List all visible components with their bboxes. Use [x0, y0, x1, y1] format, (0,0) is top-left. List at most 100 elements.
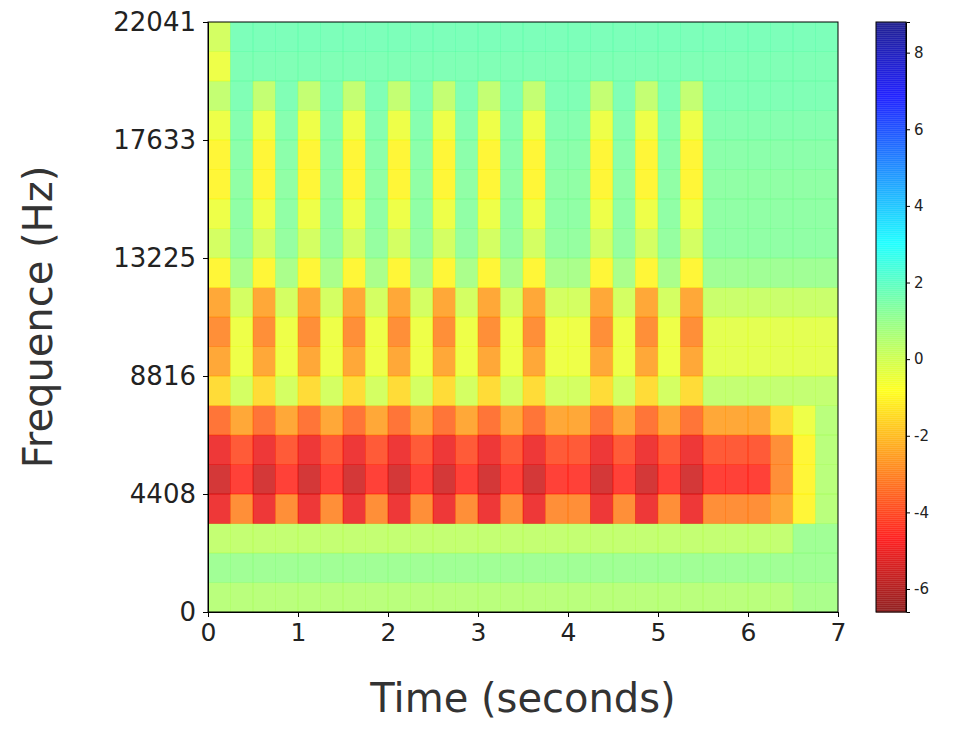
heatmap-cell: [388, 51, 411, 80]
heatmap-cell: [658, 524, 681, 553]
heatmap-cell: [591, 465, 614, 494]
heatmap-cell: [568, 583, 591, 612]
heatmap-cell: [546, 22, 569, 51]
heatmap-cell: [456, 524, 479, 553]
heatmap-cell: [613, 140, 636, 169]
heatmap-cell: [591, 494, 614, 523]
heatmap-cell: [523, 583, 546, 612]
heatmap-cell: [658, 405, 681, 435]
heatmap-cell: [276, 583, 299, 612]
tick: 3: [471, 612, 487, 647]
heatmap-cell: [321, 553, 344, 582]
heatmap-cell: [793, 317, 816, 346]
heatmap-cell: [523, 435, 546, 464]
heatmap-cell: [433, 22, 456, 51]
heatmap-cell: [501, 347, 524, 376]
tick: 8816: [130, 361, 208, 391]
heatmap-cell: [231, 81, 254, 110]
heatmap-cell: [478, 110, 501, 139]
heatmap-cell: [816, 169, 839, 198]
heatmap-cell: [411, 553, 434, 582]
heatmap-cell: [276, 524, 299, 553]
heatmap-cell: [771, 405, 794, 435]
heatmap-cell: [658, 169, 681, 198]
heatmap-cell: [501, 110, 524, 139]
heatmap-cell: [388, 405, 411, 435]
heatmap-cell: [298, 51, 321, 80]
heatmap-cell: [703, 110, 726, 139]
heatmap-cell: [546, 110, 569, 139]
heatmap-cell: [298, 524, 321, 553]
heatmap-cell: [388, 524, 411, 553]
heatmap-cell: [388, 110, 411, 139]
heatmap-cell: [523, 347, 546, 376]
heatmap-cell: [613, 22, 636, 51]
heatmap-cell: [591, 110, 614, 139]
heatmap-cell: [748, 524, 771, 553]
heatmap-cell: [366, 465, 389, 494]
heatmap-cell: [478, 317, 501, 346]
heatmap-cell: [433, 140, 456, 169]
heatmap-cell: [343, 199, 366, 228]
heatmap-cell: [253, 258, 276, 287]
heatmap-cell: [703, 199, 726, 228]
chart-svg: 01234567044088816132251763322041Time (se…: [0, 0, 954, 730]
heatmap-cell: [523, 110, 546, 139]
heatmap-cell: [411, 81, 434, 110]
heatmap-cell: [546, 435, 569, 464]
tick: -6: [906, 580, 929, 598]
heatmap-cell: [546, 376, 569, 405]
heatmap-cell: [276, 405, 299, 435]
heatmap-cell: [253, 169, 276, 198]
tick-mark: [906, 512, 910, 513]
heatmap-cell: [793, 22, 816, 51]
heatmap-cell: [208, 524, 231, 553]
heatmap-cell: [681, 435, 704, 464]
heatmap-cell: [298, 258, 321, 287]
tick-label: 5: [651, 618, 667, 647]
heatmap-cell: [433, 51, 456, 80]
heatmap-cell: [658, 494, 681, 523]
heatmap-cell: [208, 376, 231, 405]
heatmap-cell: [501, 258, 524, 287]
heatmap-cell: [276, 347, 299, 376]
heatmap-cell: [816, 140, 839, 169]
heatmap-cell: [793, 376, 816, 405]
heatmap-cell: [231, 347, 254, 376]
heatmap-cell: [546, 51, 569, 80]
heatmap-cell: [771, 199, 794, 228]
heatmap-cell: [546, 287, 569, 317]
heatmap-cell: [613, 347, 636, 376]
heatmap-cell: [208, 81, 231, 110]
heatmap-cell: [231, 140, 254, 169]
heatmap-cell: [771, 524, 794, 553]
heatmap-cell: [276, 465, 299, 494]
heatmap-cell: [523, 22, 546, 51]
tick-label: 17633: [113, 125, 196, 155]
heatmap-cell: [568, 140, 591, 169]
heatmap-cell: [433, 553, 456, 582]
heatmap-cell: [366, 22, 389, 51]
tick-mark: [906, 283, 910, 284]
heatmap-cell: [298, 435, 321, 464]
heatmap-cell: [208, 287, 231, 317]
heatmap-cell: [793, 435, 816, 464]
heatmap-cell: [591, 435, 614, 464]
heatmap-cell: [546, 553, 569, 582]
heatmap-cell: [703, 405, 726, 435]
tick: 2: [381, 612, 397, 647]
heatmap-cell: [433, 199, 456, 228]
heatmap-cell: [366, 258, 389, 287]
heatmap-cell: [298, 22, 321, 51]
heatmap-cell: [591, 553, 614, 582]
tick: -4: [906, 504, 929, 522]
heatmap-cell: [793, 258, 816, 287]
heatmap-cell: [366, 405, 389, 435]
heatmap-cell: [658, 347, 681, 376]
heatmap-cell: [456, 140, 479, 169]
heatmap-cell: [568, 435, 591, 464]
heatmap-cell: [343, 347, 366, 376]
heatmap-cell: [591, 228, 614, 257]
heatmap-cell: [568, 258, 591, 287]
heatmap-cell: [388, 199, 411, 228]
